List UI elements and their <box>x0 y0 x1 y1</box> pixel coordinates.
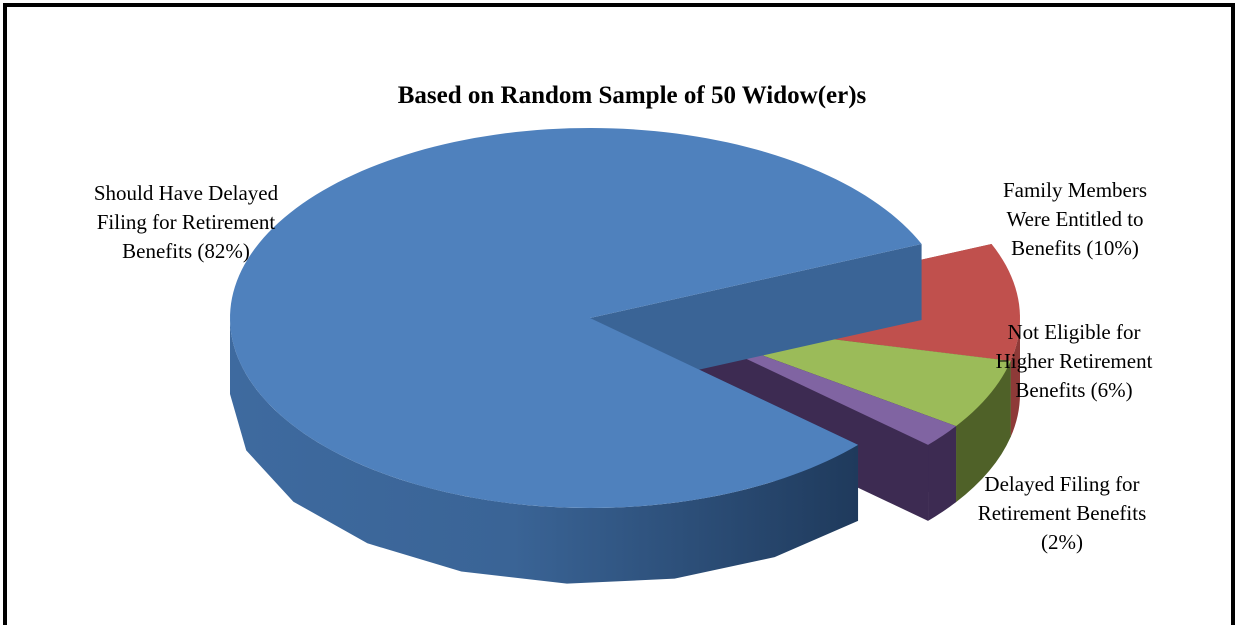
slice-label-line: Were Entitled to <box>1006 207 1143 231</box>
slice-label-line: Retirement Benefits <box>978 501 1147 525</box>
slice-label-line: Benefits (10%) <box>1011 236 1139 260</box>
pie-slices <box>230 128 1020 584</box>
pie-slice-side <box>956 361 1011 503</box>
slice-label: Should Have Delayed Filing for Retirement… <box>94 181 279 263</box>
pie-slice-top <box>230 128 922 508</box>
slice-label-line: (2%) <box>1041 530 1083 554</box>
chart-title: Based on Random Sample of 50 Widow(er)s <box>398 82 867 109</box>
slice-label-line: Not Eligible for <box>1008 320 1141 344</box>
pie-slice-side <box>1010 318 1020 437</box>
pie-slice <box>230 128 922 584</box>
slice-label-line: Filing for Retirement <box>97 210 276 234</box>
slice-label-line: Benefits (6%) <box>1015 378 1132 402</box>
slice-label: Not Eligible for Higher Retirement Benefit… <box>996 320 1153 402</box>
pie-slice-side <box>928 426 957 521</box>
slice-label-line: Benefits (82%) <box>122 239 250 263</box>
slice-label-line: Should Have Delayed <box>94 181 279 205</box>
slice-label-line: Family Members <box>1003 178 1147 202</box>
pie-slice-cut-face <box>590 244 922 394</box>
slice-label-line: Delayed Filing for <box>984 472 1139 496</box>
slice-label: Family Members Were Entitled to Benefits (… <box>1003 178 1147 260</box>
slice-labels: Should Have Delayed Filing for Retirement… <box>94 178 1153 554</box>
slice-label-line: Higher Retirement <box>996 349 1153 373</box>
pie-slice-side <box>230 318 859 584</box>
slice-label: Delayed Filing for Retirement Benefits (2%… <box>978 472 1147 554</box>
